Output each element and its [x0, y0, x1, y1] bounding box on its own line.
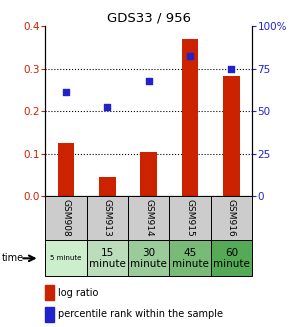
Text: GSM914: GSM914 — [144, 199, 153, 237]
Text: time: time — [1, 253, 24, 263]
Bar — [211, 240, 252, 276]
Point — [64, 89, 69, 95]
Text: 15
minute: 15 minute — [89, 248, 126, 269]
Text: GSM908: GSM908 — [62, 199, 71, 237]
Text: GSM915: GSM915 — [185, 199, 195, 237]
Bar — [45, 285, 54, 300]
Point — [105, 104, 110, 110]
Text: 30
minute: 30 minute — [130, 248, 167, 269]
Text: 5 minute: 5 minute — [50, 255, 82, 261]
Point — [229, 66, 234, 71]
Point — [146, 79, 151, 84]
Point — [188, 53, 193, 59]
Text: log ratio: log ratio — [58, 288, 98, 298]
Bar — [87, 240, 128, 276]
Bar — [140, 152, 157, 196]
Bar — [128, 240, 169, 276]
Text: GSM916: GSM916 — [227, 199, 236, 237]
Bar — [182, 39, 198, 196]
Bar — [169, 196, 211, 240]
Bar — [128, 196, 169, 240]
Bar — [58, 143, 74, 196]
Bar — [99, 177, 116, 196]
Bar — [45, 307, 54, 322]
Bar — [223, 76, 240, 196]
Title: GDS33 / 956: GDS33 / 956 — [107, 12, 191, 25]
Bar — [45, 240, 87, 276]
Text: percentile rank within the sample: percentile rank within the sample — [58, 309, 223, 319]
Text: 60
minute: 60 minute — [213, 248, 250, 269]
Bar — [211, 196, 252, 240]
Text: GSM913: GSM913 — [103, 199, 112, 237]
Bar — [87, 196, 128, 240]
Text: 45
minute: 45 minute — [172, 248, 208, 269]
Bar — [169, 240, 211, 276]
Bar — [45, 196, 87, 240]
